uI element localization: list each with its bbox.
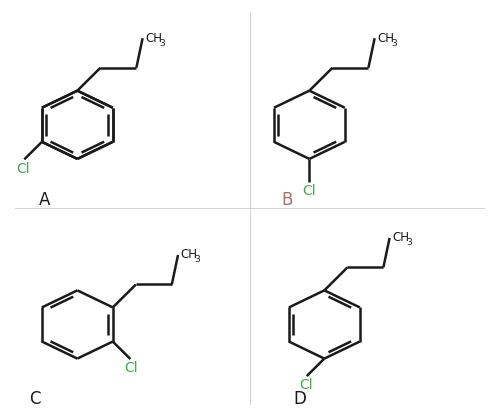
Text: 3: 3 bbox=[391, 39, 397, 48]
Text: 3: 3 bbox=[406, 238, 412, 248]
Text: A: A bbox=[39, 191, 50, 209]
Text: CH: CH bbox=[145, 32, 162, 45]
Text: Cl: Cl bbox=[299, 378, 312, 392]
Text: CH: CH bbox=[377, 32, 394, 45]
Text: 3: 3 bbox=[159, 39, 165, 48]
Text: Cl: Cl bbox=[125, 361, 138, 375]
Text: Cl: Cl bbox=[16, 161, 30, 176]
Text: C: C bbox=[29, 390, 41, 409]
Text: CH: CH bbox=[181, 248, 198, 262]
Text: CH: CH bbox=[392, 231, 409, 245]
Text: B: B bbox=[281, 191, 292, 209]
Text: Cl: Cl bbox=[302, 184, 316, 198]
Text: 3: 3 bbox=[195, 255, 200, 265]
Text: D: D bbox=[293, 390, 306, 409]
